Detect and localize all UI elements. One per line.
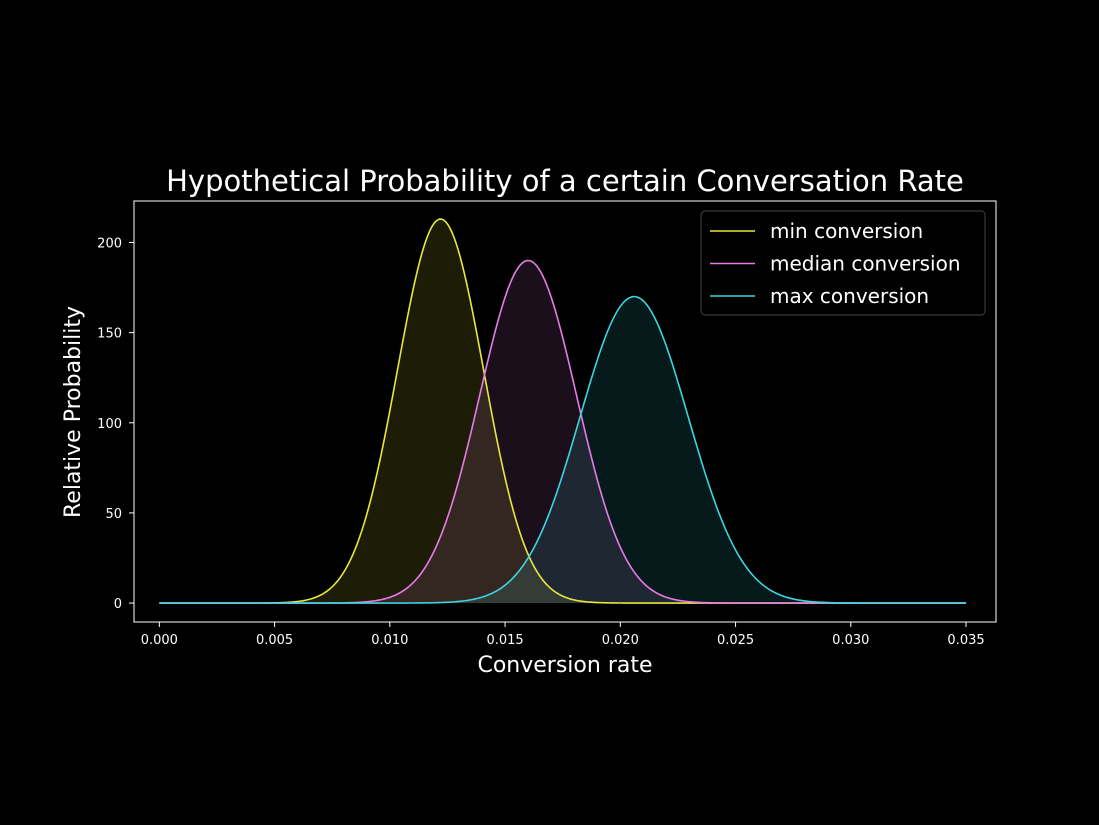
- x-tick-label: 0.020: [602, 633, 639, 648]
- x-tick-label: 0.015: [486, 633, 523, 648]
- legend-label-1: min conversion: [770, 219, 923, 243]
- y-axis: 0 50 100 150 200: [97, 236, 134, 612]
- series-area-3: [159, 296, 967, 604]
- y-tick-label: 100: [97, 417, 122, 432]
- y-tick-label: 200: [97, 236, 122, 251]
- chart-title: Hypothetical Probability of a certain Co…: [166, 164, 964, 198]
- legend-label-2: median conversion: [770, 252, 961, 276]
- legend: min conversion median conversion max conve…: [700, 210, 986, 316]
- x-tick-label: 0.025: [717, 633, 754, 648]
- x-tick-label: 0.030: [832, 633, 869, 648]
- x-axis: 0.000 0.005 0.010 0.015 0.020 0.025 0.030 0.035: [141, 622, 985, 648]
- x-tick-label: 0.005: [256, 633, 293, 648]
- x-axis-label: Conversion rate: [477, 653, 652, 678]
- y-axis-label: Relative Probability: [61, 306, 86, 518]
- x-tick-label: 0.035: [947, 633, 984, 648]
- x-tick-label: 0.010: [371, 633, 408, 648]
- axes-frame: [133, 200, 997, 623]
- y-tick-label: 0: [114, 597, 122, 612]
- x-tick-label: 0.000: [141, 633, 178, 648]
- y-tick-label: 50: [105, 507, 122, 522]
- series-line-3: [159, 295, 967, 604]
- plot-area: [159, 218, 967, 604]
- legend-label-3: max conversion: [770, 284, 929, 308]
- y-tick-label: 150: [97, 327, 122, 342]
- legend-frame: [700, 210, 986, 316]
- series-area-2: [159, 260, 967, 604]
